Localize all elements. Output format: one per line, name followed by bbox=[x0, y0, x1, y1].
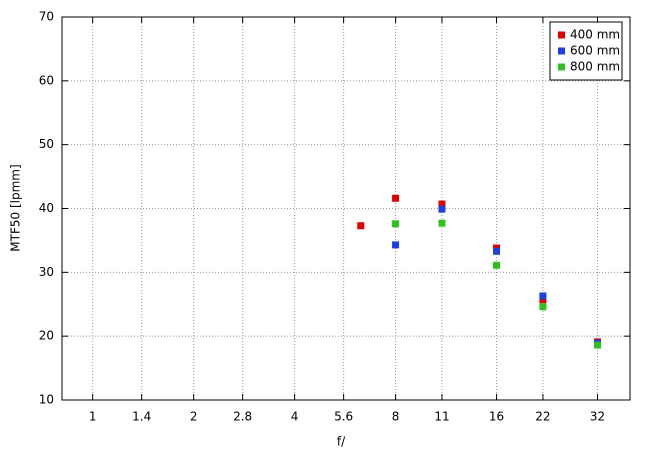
legend-label: 400 mm bbox=[570, 28, 620, 42]
point bbox=[539, 292, 547, 300]
plot-frame bbox=[61, 16, 631, 401]
legend-label: 600 mm bbox=[570, 44, 620, 58]
x-tick-label: 2 bbox=[190, 410, 198, 424]
y-tick-label: 30 bbox=[39, 265, 54, 279]
x-tick-label: 32 bbox=[590, 410, 605, 424]
y-tick-label: 60 bbox=[39, 73, 54, 87]
point bbox=[593, 341, 601, 349]
x-tick-label: 5.6 bbox=[334, 410, 353, 424]
point bbox=[392, 241, 400, 249]
point bbox=[392, 194, 400, 202]
y-tick-label: 40 bbox=[39, 201, 54, 215]
legend-swatch bbox=[558, 63, 565, 71]
legend-swatch bbox=[558, 31, 565, 39]
y-axis-label: MTF50 [lpmm] bbox=[9, 164, 23, 251]
x-tick-label: 1 bbox=[89, 410, 97, 424]
point bbox=[438, 219, 446, 227]
y-tick-label: 20 bbox=[39, 329, 54, 343]
point bbox=[539, 303, 547, 311]
x-tick-label: 1.4 bbox=[132, 410, 151, 424]
point bbox=[357, 222, 365, 230]
point bbox=[493, 261, 501, 269]
x-axis-label: f/ bbox=[337, 435, 346, 449]
x-tick-label: 11 bbox=[434, 410, 449, 424]
x-tick-label: 2.8 bbox=[233, 410, 252, 424]
point bbox=[539, 296, 547, 304]
point bbox=[438, 205, 446, 213]
y-tick-label: 50 bbox=[39, 137, 54, 151]
point bbox=[493, 247, 501, 255]
legend-swatch bbox=[558, 47, 565, 55]
y-tick-label: 10 bbox=[39, 393, 54, 407]
x-tick-label: 8 bbox=[392, 410, 400, 424]
x-tick-label: 16 bbox=[489, 410, 504, 424]
x-tick-label: 4 bbox=[291, 410, 299, 424]
x-tick-label: 22 bbox=[535, 410, 550, 424]
legend-label: 800 mm bbox=[570, 60, 620, 74]
point bbox=[392, 220, 400, 228]
y-tick-label: 70 bbox=[39, 10, 54, 24]
point bbox=[438, 200, 446, 208]
